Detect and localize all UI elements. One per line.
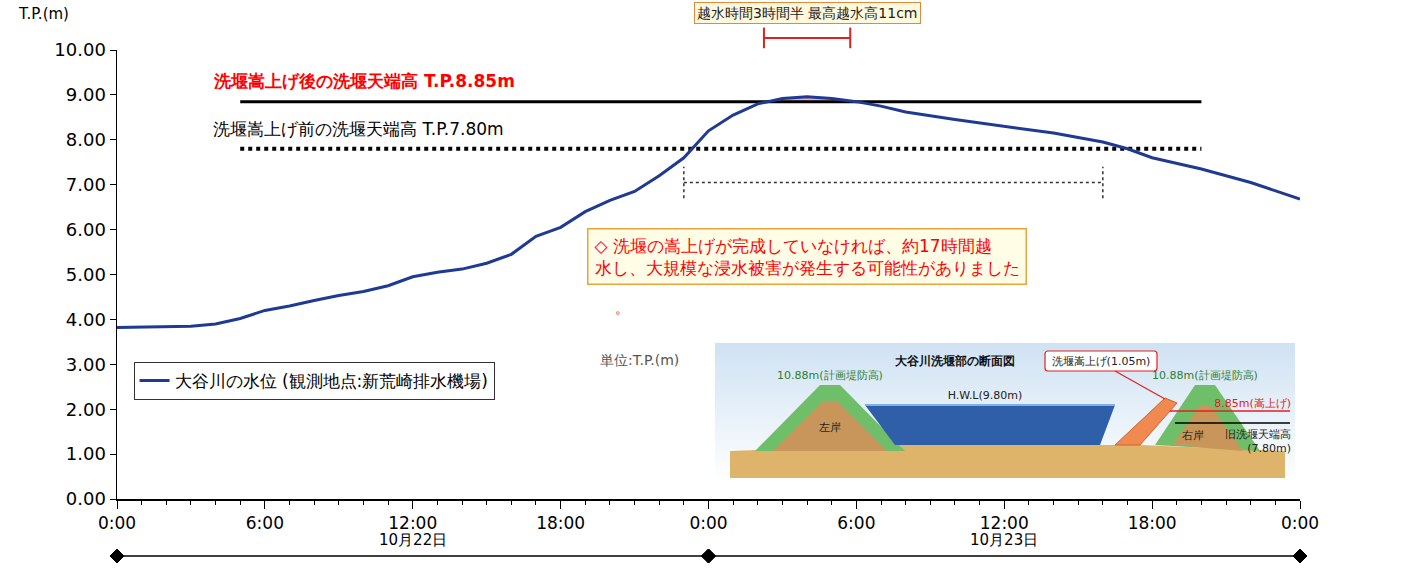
svg-text:4.00: 4.00	[66, 309, 106, 330]
svg-text:越水時間3時間半 最高越水高11cm: 越水時間3時間半 最高越水高11cm	[697, 5, 918, 21]
svg-text:9.00: 9.00	[66, 84, 106, 105]
svg-text:10.88m(計画堤防高): 10.88m(計画堤防高)	[1152, 369, 1258, 382]
svg-text:洗堰嵩上げ前の洗堰天端高 T.P.7.80m: 洗堰嵩上げ前の洗堰天端高 T.P.7.80m	[213, 119, 504, 139]
svg-text:旧洗堰天端高: 旧洗堰天端高	[1225, 428, 1291, 441]
svg-text:10月23日: 10月23日	[970, 531, 1038, 549]
svg-text:0:00: 0:00	[1281, 513, 1319, 533]
svg-text:0.00: 0.00	[66, 488, 106, 509]
svg-text:8.00: 8.00	[66, 129, 106, 150]
svg-text:。: 。	[615, 300, 629, 316]
svg-text:H.W.L(9.80m): H.W.L(9.80m)	[948, 389, 1023, 402]
svg-text:7.00: 7.00	[66, 174, 106, 195]
svg-text:10.00: 10.00	[54, 39, 106, 60]
svg-text:5.00: 5.00	[66, 264, 106, 285]
svg-text:18:00: 18:00	[536, 513, 585, 533]
svg-text:1.00: 1.00	[66, 443, 106, 464]
svg-text:洗堰嵩上げ(1.05m): 洗堰嵩上げ(1.05m)	[1052, 355, 1151, 368]
svg-text:0:00: 0:00	[689, 513, 727, 533]
svg-text:左岸: 左岸	[819, 421, 841, 434]
svg-text:12:00: 12:00	[388, 513, 437, 533]
svg-text:10月22日: 10月22日	[379, 531, 447, 549]
svg-text:単位:T.P.(m): 単位:T.P.(m)	[600, 352, 679, 368]
svg-text:T.P.(m): T.P.(m)	[18, 5, 69, 23]
svg-text:0:00: 0:00	[98, 513, 136, 533]
svg-text:3.00: 3.00	[66, 354, 106, 375]
svg-text:6:00: 6:00	[837, 513, 875, 533]
svg-text:大谷川洗堰部の断面図: 大谷川洗堰部の断面図	[895, 354, 1015, 368]
svg-text:6.00: 6.00	[66, 219, 106, 240]
svg-text:18:00: 18:00	[1128, 513, 1177, 533]
svg-text:12:00: 12:00	[980, 513, 1029, 533]
svg-text:大谷川の水位 (観測地点:新荒崎排水機場): 大谷川の水位 (観測地点:新荒崎排水機場)	[175, 371, 488, 391]
svg-text:洗堰嵩上げ後の洗堰天端高 T.P.8.85m: 洗堰嵩上げ後の洗堰天端高 T.P.8.85m	[213, 71, 515, 91]
svg-text:2.00: 2.00	[66, 399, 106, 420]
svg-text:右岸: 右岸	[1182, 429, 1204, 442]
svg-text:8.85m(嵩上げ): 8.85m(嵩上げ)	[1214, 397, 1291, 410]
svg-text:◇ 洗堰の嵩上げが完成していなければ、約17時間越水し、大規: ◇ 洗堰の嵩上げが完成していなければ、約17時間越水し、大規模な浸水被害が発生す…	[595, 236, 1020, 278]
svg-text:(7.80m): (7.80m)	[1247, 442, 1291, 455]
svg-text:10.88m(計画堤防高): 10.88m(計画堤防高)	[777, 369, 883, 382]
svg-text:6:00: 6:00	[246, 513, 284, 533]
